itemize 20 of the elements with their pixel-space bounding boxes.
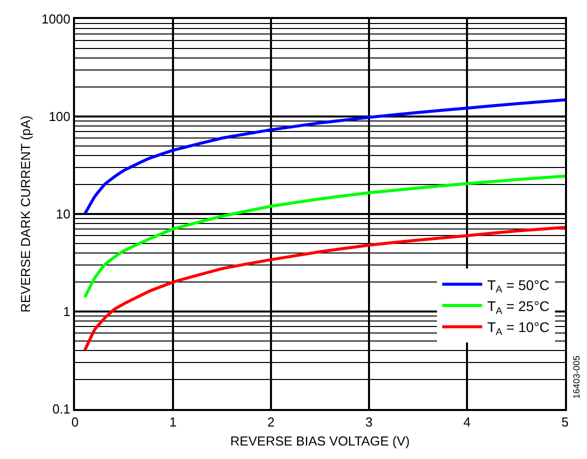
x-tick-label: 3	[365, 414, 373, 430]
line-series	[83, 226, 565, 352]
y-tick-label: 1	[63, 304, 70, 320]
x-tick-label: 4	[463, 414, 471, 430]
line-series	[83, 98, 565, 216]
x-tick-label: 0	[71, 414, 79, 430]
x-tick-label: 5	[561, 414, 569, 430]
legend-label: T$_{A}$ = 25°C	[487, 298, 550, 317]
y-axis-title: REVERSE DARK CURRENT (pA)	[18, 116, 33, 312]
x-axis-title: REVERSE BIAS VOLTAGE (V)	[230, 434, 410, 449]
x-tick-label: 2	[267, 414, 275, 430]
line-series	[83, 174, 565, 299]
x-tick-label: 1	[169, 414, 177, 430]
y-tick-label: 0.1	[52, 402, 70, 417]
y-tick-label: 1000	[41, 12, 70, 27]
y-tick-label: 100	[48, 109, 70, 124]
y-tick-label: 10	[56, 206, 70, 222]
legend-label: T$_{A}$ = 10°C	[487, 319, 550, 338]
legend-label: T$_{A}$ = 50°C	[487, 276, 550, 296]
text: 16403-005	[571, 356, 582, 399]
